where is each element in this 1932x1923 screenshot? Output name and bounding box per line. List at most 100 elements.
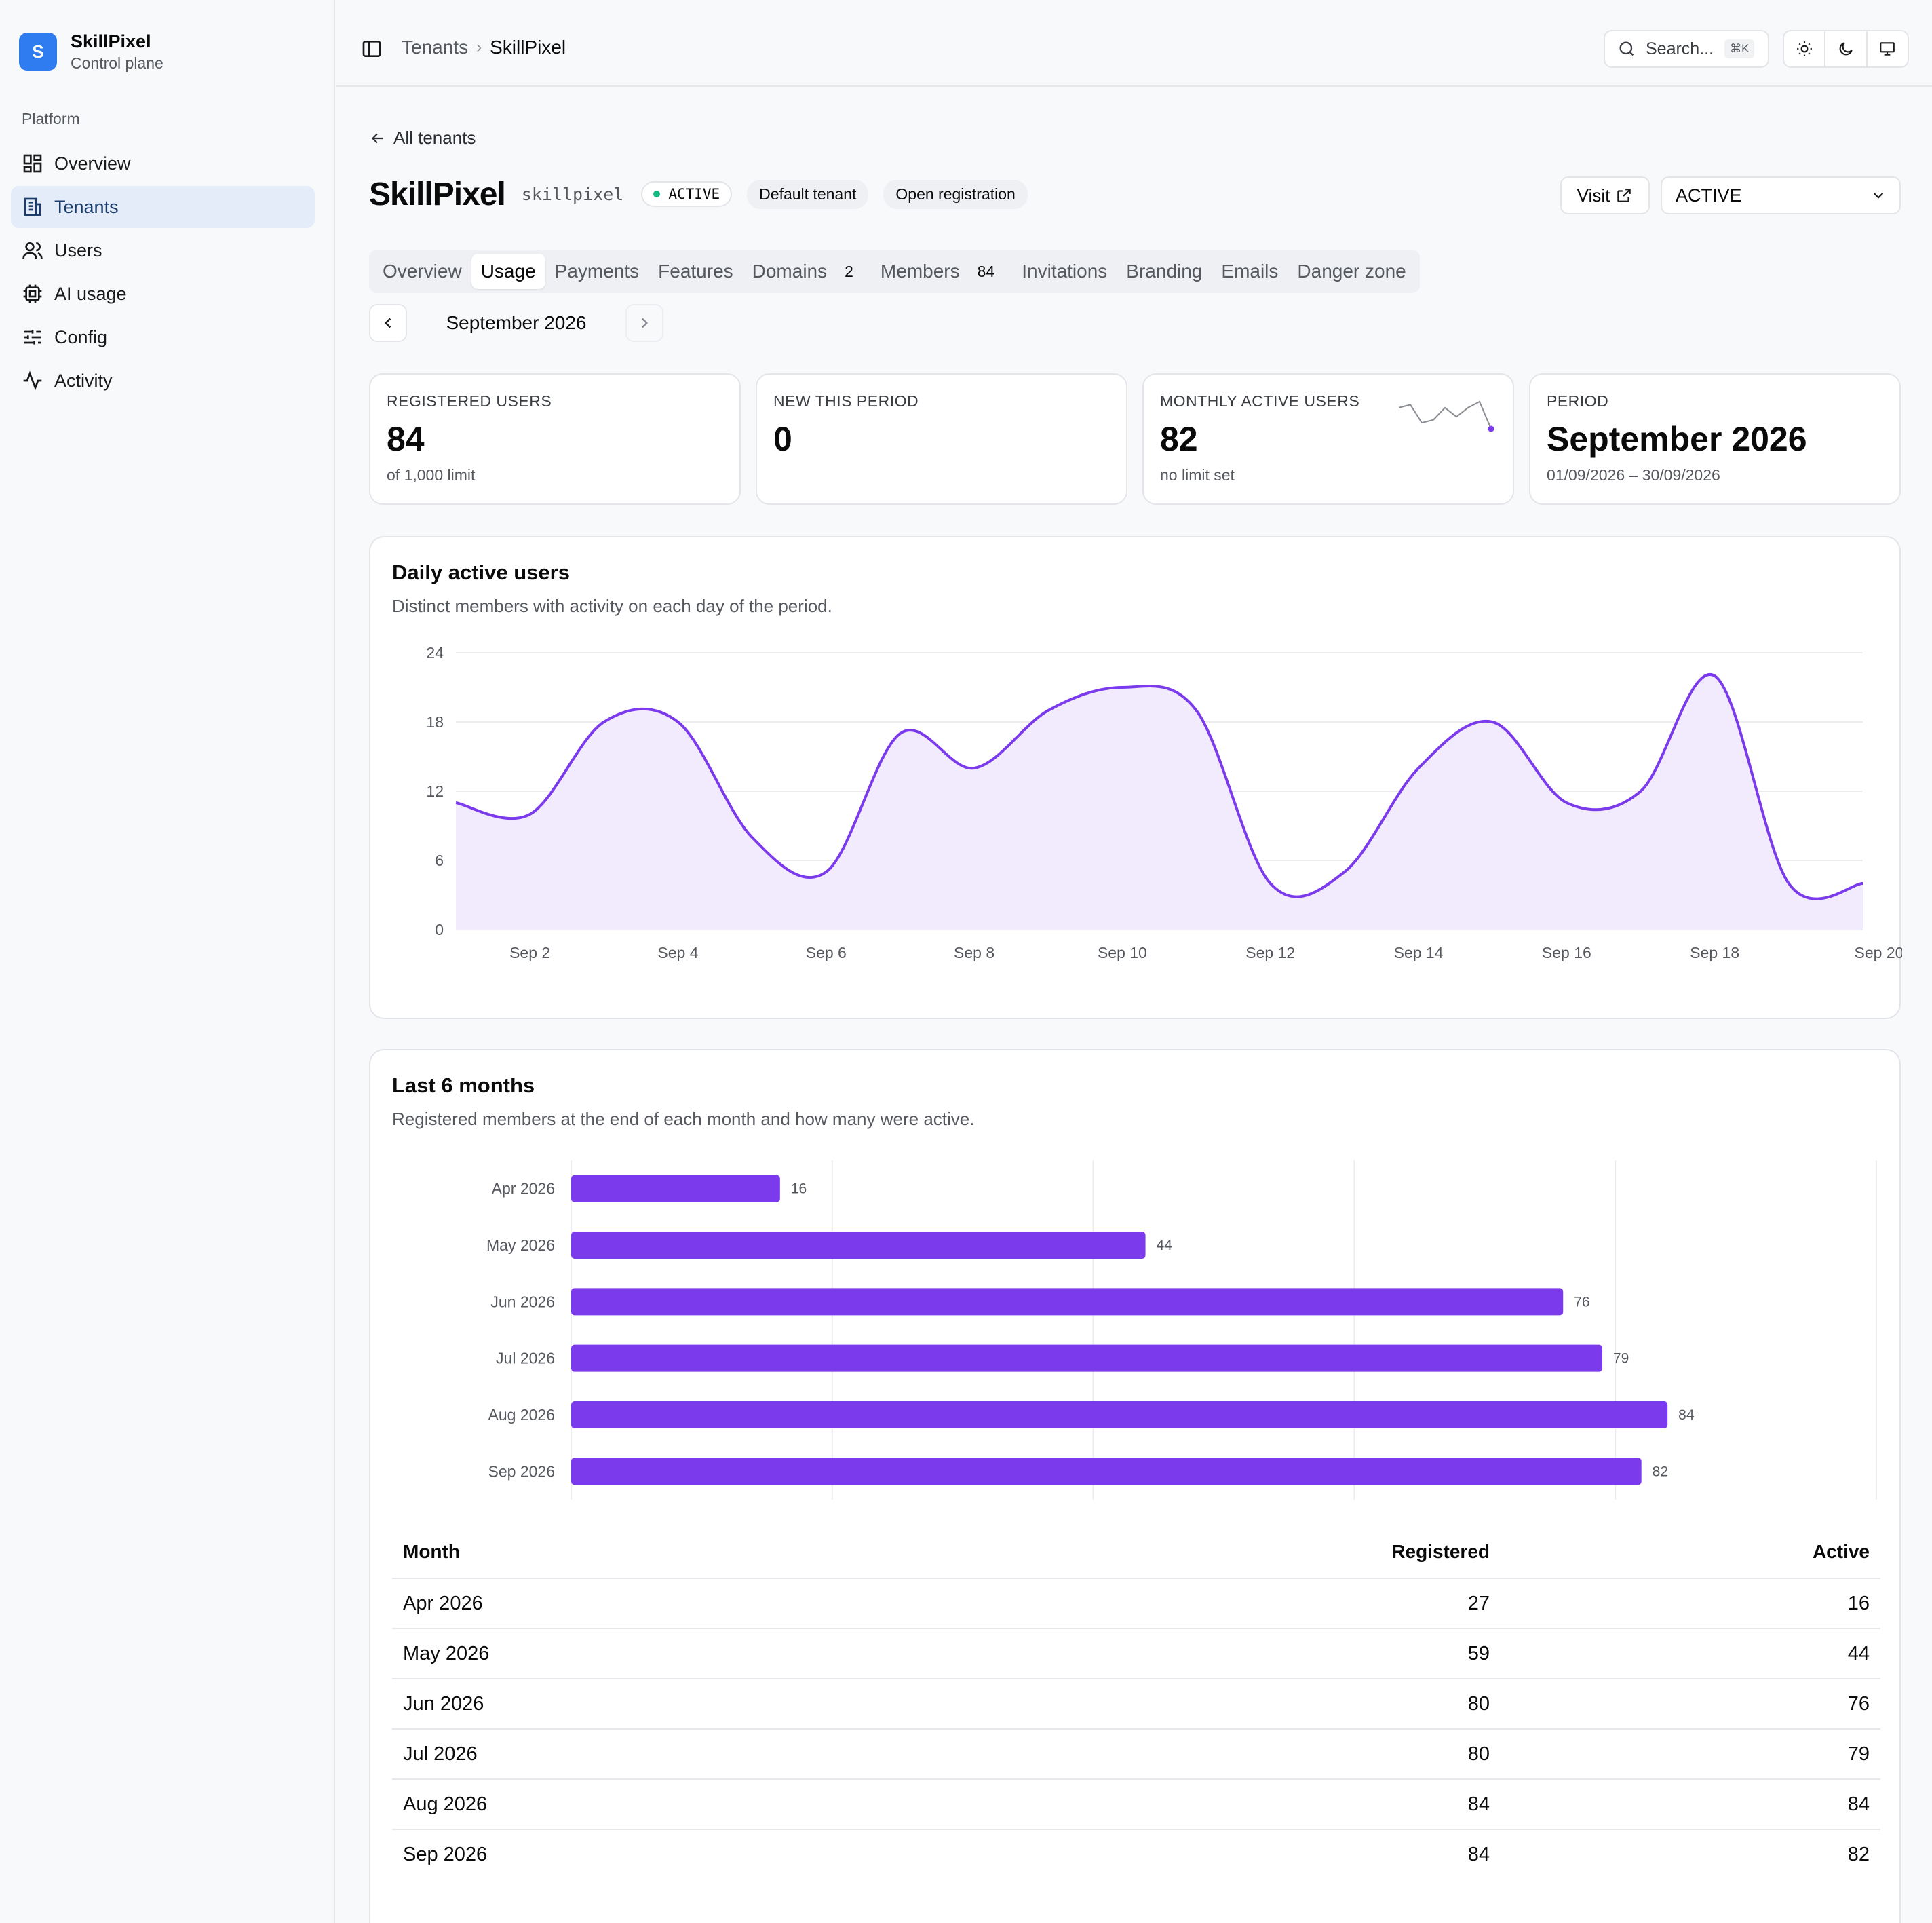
month-cell: Sep 2026	[403, 1844, 488, 1865]
x-tick-label: Sep 2	[509, 944, 550, 961]
brand-name: SkillPixel	[71, 31, 151, 52]
theme-dark-button[interactable]	[1825, 31, 1868, 66]
table-row: Jul 2026 80 79	[392, 1729, 1880, 1780]
registered-cell: 27	[917, 1578, 1501, 1629]
daily-active-users-chart: 0 6 12 18 24 Sep 2 Sep 4 Sep 6 Sep 8 Sep 10 Sep 12…	[426, 644, 1902, 961]
tab-danger-zone[interactable]: Danger zone	[1288, 254, 1415, 289]
table-row: Jun 2026 80 76	[392, 1679, 1880, 1730]
bar-category-label: Jun 2026	[490, 1293, 555, 1310]
visit-button[interactable]: Visit	[1560, 176, 1650, 214]
stat-value: September 2026	[1547, 420, 1807, 458]
sidebar-item-users[interactable]: Users	[11, 229, 315, 271]
card-description: Registered members at the end of each mo…	[392, 1109, 975, 1129]
theme-light-button[interactable]	[1784, 31, 1826, 66]
status-select-value: ACTIVE	[1676, 185, 1742, 206]
next-period-button[interactable]	[625, 304, 663, 342]
sidebar-item-overview[interactable]: Overview	[11, 142, 315, 185]
chevron-right-icon: ›	[476, 38, 482, 56]
x-tick-label: Sep 20	[1855, 944, 1902, 961]
registered-cell: 84	[1467, 1844, 1490, 1865]
bar	[571, 1401, 1668, 1428]
x-tick-label: Sep 8	[954, 944, 994, 961]
area-fill	[456, 674, 1863, 930]
search-icon	[1619, 41, 1634, 56]
y-tick-label: 12	[426, 782, 444, 800]
breadcrumb: Tenants › SkillPixel	[402, 37, 566, 58]
tab-features[interactable]: Features	[649, 254, 743, 289]
breadcrumb-tenants-link[interactable]: Tenants	[402, 37, 469, 58]
tab-invitations[interactable]: Invitations	[1012, 254, 1117, 289]
sparkline-line	[1398, 400, 1492, 430]
x-tick-label: Sep 12	[1245, 944, 1295, 961]
stat-card-new-this-period: NEW THIS PERIOD 0	[756, 373, 1127, 505]
tab-payments[interactable]: Payments	[545, 254, 649, 289]
sidebar-item-tenants[interactable]: Tenants	[11, 186, 315, 228]
stat-card-monthly-active-users: MONTHLY ACTIVE USERS 82 no limit set	[1142, 373, 1514, 505]
bar-value-label: 76	[1574, 1294, 1589, 1310]
topbar: Tenants › SkillPixel Search... ⌘K	[336, 0, 1932, 87]
sidebar-item-label: Overview	[54, 153, 131, 174]
chevron-down-icon	[1873, 192, 1884, 199]
x-tick-label: Sep 6	[806, 944, 847, 961]
registered-cell: 84	[917, 1779, 1501, 1830]
period-navigator: September 2026	[369, 304, 663, 342]
brand-subtitle: Control plane	[71, 54, 163, 72]
card-title: Last 6 months	[392, 1073, 535, 1097]
stat-value: 0	[773, 420, 792, 458]
tab-label: Invitations	[1022, 261, 1108, 282]
nav-heading: Platform	[22, 110, 80, 128]
building-icon	[24, 197, 41, 216]
x-tick-label: Sep 14	[1394, 944, 1444, 961]
bar	[571, 1458, 1642, 1485]
bar-value-label: 79	[1613, 1351, 1629, 1367]
sidebar-item-ai-usage[interactable]: AI usage	[11, 273, 315, 315]
back-to-tenants-link[interactable]: All tenants	[369, 128, 476, 149]
bar-category-label: May 2026	[486, 1236, 555, 1254]
table-row: May 2026 59 44	[392, 1629, 1880, 1679]
sidebar-item-activity[interactable]: Activity	[11, 360, 315, 402]
sidebar-toggle-icon[interactable]	[361, 38, 383, 60]
tab-members[interactable]: Members 84	[871, 254, 1012, 289]
stat-value: 82	[1160, 420, 1198, 458]
tab-label: Usage	[480, 261, 536, 282]
status-select[interactable]: ACTIVE	[1661, 176, 1901, 214]
series-line	[455, 672, 1863, 900]
tab-count: 2	[845, 262, 853, 280]
month-cell: Jun 2026	[392, 1679, 918, 1730]
tab-label: Emails	[1221, 261, 1279, 282]
tab-emails[interactable]: Emails	[1212, 254, 1288, 289]
bar	[571, 1175, 780, 1202]
period-label: September 2026	[446, 312, 587, 333]
x-tick-label: Sep 18	[1690, 944, 1739, 961]
active-cell: 82	[1847, 1844, 1870, 1865]
tab-label: Danger zone	[1297, 261, 1406, 282]
stat-label: NEW THIS PERIOD	[773, 392, 919, 410]
page-title: SkillPixel	[369, 176, 506, 212]
tab-usage[interactable]: Usage	[471, 254, 545, 289]
card-title: Daily active users	[392, 560, 570, 584]
activity-icon	[23, 370, 42, 391]
brand[interactable]: S SkillPixel Control plane	[19, 30, 163, 73]
previous-period-button[interactable]	[369, 304, 407, 342]
chevron-right-icon	[641, 318, 649, 328]
table-row: Apr 2026 27 16	[392, 1578, 1880, 1629]
tab-branding[interactable]: Branding	[1117, 254, 1212, 289]
chevron-left-icon	[384, 318, 391, 328]
active-cell: 44	[1501, 1629, 1880, 1679]
theme-system-button[interactable]	[1868, 31, 1908, 66]
daily-active-users-card: Daily active users Distinct members with…	[369, 536, 1902, 1019]
sidebar-item-config[interactable]: Config	[11, 316, 315, 358]
status-dot	[653, 191, 661, 197]
tab-overview[interactable]: Overview	[373, 254, 471, 289]
sidebar-item-label: Config	[54, 326, 108, 347]
tab-domains[interactable]: Domains 2	[743, 254, 871, 289]
sliders-icon	[24, 330, 41, 345]
month-cell: May 2026	[392, 1629, 918, 1679]
tab-count: 84	[977, 262, 995, 280]
y-tick-label: 18	[426, 713, 444, 731]
stat-label: PERIOD	[1547, 392, 1609, 410]
search-button[interactable]: Search... ⌘K	[1604, 30, 1769, 68]
y-tick-label: 24	[426, 644, 444, 662]
tab-label: Payments	[554, 261, 640, 282]
column-header-active: Active	[1501, 1525, 1880, 1579]
